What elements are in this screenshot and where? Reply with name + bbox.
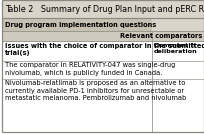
Text: Issues with the choice of comparator in the submitted
trial(s): Issues with the choice of comparator in …: [5, 43, 204, 56]
Bar: [152, 18, 204, 31]
Bar: [2, 41, 204, 101]
Text: Relevant comparators: Relevant comparators: [120, 33, 202, 39]
Bar: [2, 18, 152, 31]
Text: Drug program implementation questions: Drug program implementation questions: [5, 21, 156, 27]
Text: The comparator in RELATIVITY-047 was single-drug
nivolumab, which is publicly fu: The comparator in RELATIVITY-047 was sin…: [5, 62, 175, 76]
Text: Nivolumab-relatlimab is proposed as an alternative to
currently available PD-1 i: Nivolumab-relatlimab is proposed as an a…: [5, 81, 186, 101]
Text: Comment fr
deliberation: Comment fr deliberation: [154, 43, 198, 54]
Bar: [2, 31, 204, 41]
Text: Table 2   Summary of Drug Plan Input and pERC Response: Table 2 Summary of Drug Plan Input and p…: [5, 5, 204, 14]
Bar: [2, 0, 204, 18]
